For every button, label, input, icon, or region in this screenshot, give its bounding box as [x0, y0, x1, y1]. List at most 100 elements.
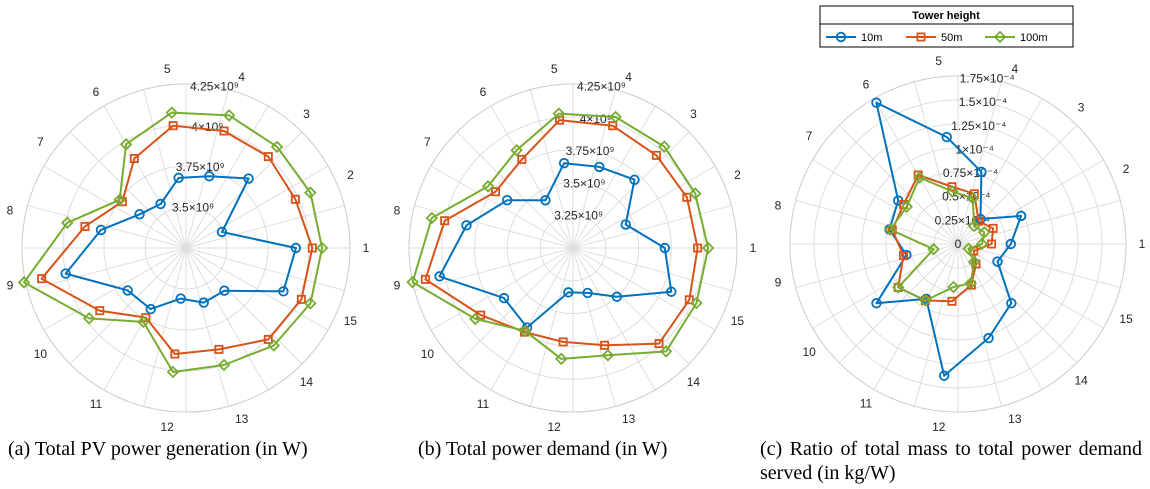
data-point-50m-5 [555, 115, 565, 125]
series-100m [884, 171, 991, 307]
data-point-50m-8 [440, 216, 450, 226]
data-point-50m-12 [947, 296, 957, 306]
theta-label-1: 1 [363, 241, 370, 255]
data-point-100m-5 [552, 107, 566, 120]
data-point-10m-7 [134, 209, 145, 220]
data-point-50m-6 [129, 154, 139, 164]
theta-label-9: 9 [775, 275, 782, 289]
data-point-100m-8 [61, 216, 74, 230]
data-point-50m-4 [969, 189, 979, 199]
theta-label-10: 10 [421, 347, 435, 361]
theta-label-4: 4 [1012, 62, 1019, 76]
theta-label-3: 3 [303, 107, 310, 121]
data-point-50m-15 [684, 295, 694, 305]
data-point-100m-10 [469, 312, 482, 326]
series-line-50m [891, 174, 995, 303]
grid-spoke [185, 247, 269, 391]
grid-spoke [43, 247, 187, 331]
theta-label-3: 3 [1078, 100, 1085, 114]
data-point-100m-15 [962, 242, 975, 255]
data-point-10m-14 [611, 291, 623, 302]
series-line-100m [23, 111, 324, 373]
grid-spoke [914, 81, 959, 245]
grid-spoke [838, 243, 959, 364]
grid-spoke [456, 131, 574, 249]
data-point-100m-11 [919, 294, 932, 307]
data-point-100m-4 [609, 110, 622, 124]
data-point-100m-7 [481, 180, 495, 193]
grid-spoke [103, 105, 187, 249]
data-point-10m-14 [1006, 298, 1017, 309]
data-point-50m-14 [654, 339, 664, 349]
series-10m [434, 157, 677, 333]
data-point-10m-12 [938, 370, 950, 381]
theta-label-9: 9 [394, 278, 401, 292]
data-point-100m-12 [166, 365, 180, 379]
data-point-100m-12 [947, 280, 960, 294]
outer-ring [789, 75, 1127, 413]
data-point-50m-10 [893, 282, 903, 292]
data-point-50m-12 [170, 349, 180, 359]
theta-label-13: 13 [235, 412, 249, 426]
theta-label-1: 1 [1139, 237, 1146, 251]
theta-label-15: 15 [344, 314, 358, 328]
legend: Tower height 10m 50m 100m [819, 5, 1074, 48]
data-point-100m-6 [913, 171, 926, 184]
theta-label-2: 2 [1123, 162, 1130, 176]
theta-label-11: 11 [860, 396, 873, 410]
grid-spoke [430, 247, 574, 331]
grid-spoke [185, 247, 345, 291]
data-point-100m-7 [900, 200, 914, 214]
grid-spoke [572, 131, 690, 249]
data-point-50m-4 [608, 121, 618, 131]
series-100m [17, 106, 329, 379]
series-line-10m [875, 101, 1023, 377]
data-point-10m-15 [278, 286, 289, 297]
data-point-50m-5 [168, 121, 178, 131]
polar-chart-c: 12345678910111213141500.25×10⁻⁴0.5×10⁻⁴0… [775, 54, 1146, 434]
data-point-50m-15 [296, 294, 306, 304]
legend-marker-10m [835, 31, 847, 43]
data-point-10m-5 [558, 157, 570, 169]
theta-label-4: 4 [238, 70, 245, 84]
r-tick-label: 4.25×10⁹ [577, 79, 626, 93]
data-point-10m-8 [461, 220, 472, 231]
data-point-100m-1 [975, 237, 989, 251]
data-point-10m-15 [992, 256, 1003, 267]
theta-label-3: 3 [690, 107, 697, 121]
data-point-10m-1 [1005, 238, 1017, 250]
grid-spoke [27, 247, 187, 291]
theta-label-6: 6 [863, 78, 870, 92]
data-point-100m-14 [267, 339, 281, 352]
data-point-100m-11 [518, 324, 532, 338]
data-point-100m-6 [119, 138, 133, 151]
data-point-10m-5 [173, 172, 184, 184]
data-point-10m-10 [871, 298, 882, 309]
r-tick-label: 1.75×10⁻⁴ [960, 72, 1015, 86]
theta-label-14: 14 [300, 375, 314, 389]
data-point-100m-3 [967, 219, 981, 233]
data-point-100m-5 [946, 185, 959, 198]
grid-spoke [572, 247, 656, 391]
series-50m [420, 115, 703, 350]
series-line-50m [424, 119, 699, 347]
legend-label-50m: 50m [941, 32, 962, 44]
theta-label-4: 4 [625, 70, 632, 84]
r-tick-label: 3.25×10⁹ [554, 209, 603, 223]
data-point-10m-3 [975, 213, 986, 225]
series-line-100m [411, 112, 710, 360]
series-line-100m [889, 176, 986, 302]
data-point-10m-6 [871, 97, 882, 108]
data-point-10m-7 [501, 194, 513, 206]
legend-box [819, 5, 1074, 48]
series-100m [406, 107, 715, 366]
data-point-50m-8 [80, 222, 90, 232]
data-point-100m-15 [304, 297, 317, 310]
data-point-10m-10 [498, 292, 510, 304]
legend-entries: 10m 50m 100m [826, 30, 1048, 44]
theta-label-14: 14 [687, 375, 701, 389]
series-line-50m [40, 124, 314, 355]
series-line-10m [438, 162, 673, 329]
grid-spoke [572, 165, 716, 249]
